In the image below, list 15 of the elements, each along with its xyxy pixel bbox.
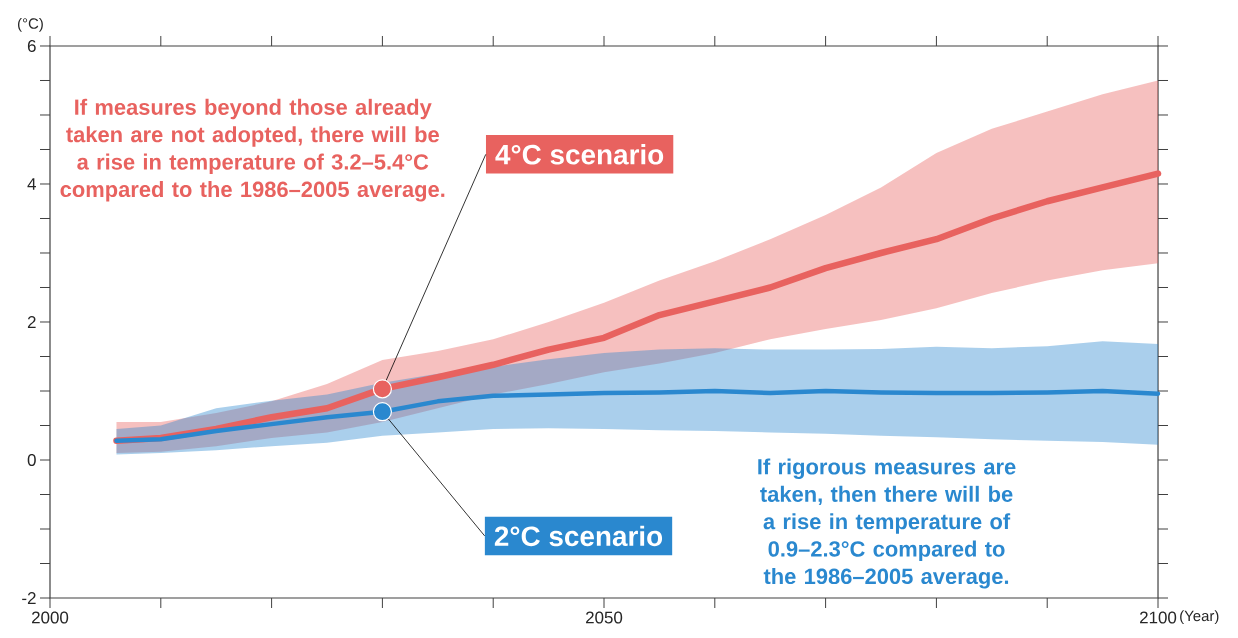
annotation: If rigorous measures are taken, then there will be a rise in temperature of 0.9–2.3°C compared to the 1986–2005 average. — [758, 458, 1016, 589]
x-tick-label: 2100 — [1140, 611, 1177, 624]
y-tick-label: 4 — [27, 178, 36, 190]
y-tick-label: 6 — [27, 40, 36, 52]
line-series — [114, 388, 1161, 443]
annotation: 2°C scenario — [494, 525, 663, 547]
y-tick-label: 2 — [27, 316, 36, 328]
y-tick-label: 0 — [27, 454, 36, 466]
annotation: 4°C scenario — [495, 144, 664, 165]
annotation: If measures beyond those already taken are not adopted, there will be a rise in temperature of 3.2–5.4°C compared to the 1986–2005 average. — [60, 98, 445, 202]
y-tick-label: -2 — [22, 592, 36, 604]
x-tick-label: 2050 — [586, 611, 623, 624]
y-axis-title: (°C) — [18, 17, 43, 32]
x-tick-label: 2000 — [32, 611, 69, 624]
x-axis-title: (Year) — [1180, 610, 1219, 625]
